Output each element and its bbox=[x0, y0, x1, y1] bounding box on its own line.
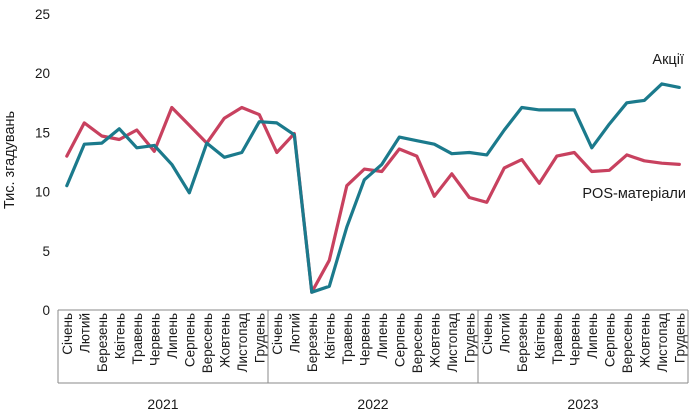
x-tick-label: Липень bbox=[165, 313, 180, 359]
x-tick-label: Березень bbox=[305, 313, 320, 372]
x-axis-frame bbox=[57, 309, 689, 384]
x-tick-label: Вересень bbox=[200, 313, 215, 373]
x-tick-label: Березень bbox=[515, 313, 530, 372]
x-tick-label: Вересень bbox=[620, 313, 635, 373]
x-tick-label: Січень bbox=[480, 313, 495, 355]
x-tick-label: Вересень bbox=[410, 313, 425, 373]
series-label-akcii: Акції bbox=[652, 52, 684, 68]
series-lines bbox=[65, 82, 681, 294]
y-tick-label: 25 bbox=[35, 7, 50, 22]
y-tick-label: 5 bbox=[42, 244, 50, 259]
series-labels: Акції POS-матеріали bbox=[582, 52, 686, 202]
y-axis-title: Тис. згадувань bbox=[2, 111, 18, 209]
year-label: 2021 bbox=[147, 396, 178, 412]
x-axis-year-labels: 2021 2022 2023 bbox=[147, 396, 598, 412]
x-tick-label: Липень bbox=[585, 313, 600, 359]
x-tick-label: Квітень bbox=[322, 313, 337, 359]
y-tick-label: 20 bbox=[35, 66, 50, 81]
series-line-akcii bbox=[65, 82, 681, 294]
x-tick-label: Липень bbox=[375, 313, 390, 359]
x-tick-label: Лютий bbox=[77, 313, 92, 353]
x-tick-label: Жовтень bbox=[217, 313, 232, 368]
x-tick-label: Листопад bbox=[235, 313, 250, 373]
x-tick-label: Травень bbox=[130, 313, 145, 365]
x-tick-label: Січень bbox=[60, 313, 75, 355]
x-tick-label: Жовтень bbox=[427, 313, 442, 368]
x-tick-label: Червень bbox=[147, 313, 162, 366]
y-tick-label: 10 bbox=[35, 185, 50, 200]
x-tick-label: Березень bbox=[95, 313, 110, 372]
x-tick-label: Лютий bbox=[287, 313, 302, 353]
x-tick-label: Листопад bbox=[445, 313, 460, 373]
year-label: 2022 bbox=[357, 396, 388, 412]
y-tick-label: 15 bbox=[35, 125, 50, 140]
x-tick-label: Серпень bbox=[392, 313, 407, 367]
y-axis-ticks: 0 5 10 15 20 25 bbox=[35, 7, 50, 318]
x-tick-label: Серпень bbox=[182, 313, 197, 367]
x-tick-label: Грудень bbox=[462, 313, 477, 363]
series-label-pos-materialy: POS-матеріали bbox=[582, 186, 686, 202]
x-tick-label: Травень bbox=[340, 313, 355, 365]
x-tick-label: Листопад bbox=[655, 313, 670, 373]
x-tick-label: Жовтень bbox=[637, 313, 652, 368]
x-tick-label: Квітень bbox=[532, 313, 547, 359]
y-tick-label: 0 bbox=[42, 303, 50, 318]
x-tick-label: Квітень bbox=[112, 313, 127, 359]
x-axis-month-labels: Січень Лютий Березень Квітень Травень Червень… bbox=[60, 313, 688, 373]
x-tick-label: Січень bbox=[270, 313, 285, 355]
year-label: 2023 bbox=[567, 396, 598, 412]
x-tick-label: Серпень bbox=[602, 313, 617, 367]
x-tick-label: Грудень bbox=[252, 313, 267, 363]
x-tick-label: Червень bbox=[567, 313, 582, 366]
x-tick-label: Лютий bbox=[497, 313, 512, 353]
x-tick-label: Травень bbox=[550, 313, 565, 365]
x-tick-label: Грудень bbox=[672, 313, 687, 363]
x-tick-label: Червень bbox=[357, 313, 372, 366]
